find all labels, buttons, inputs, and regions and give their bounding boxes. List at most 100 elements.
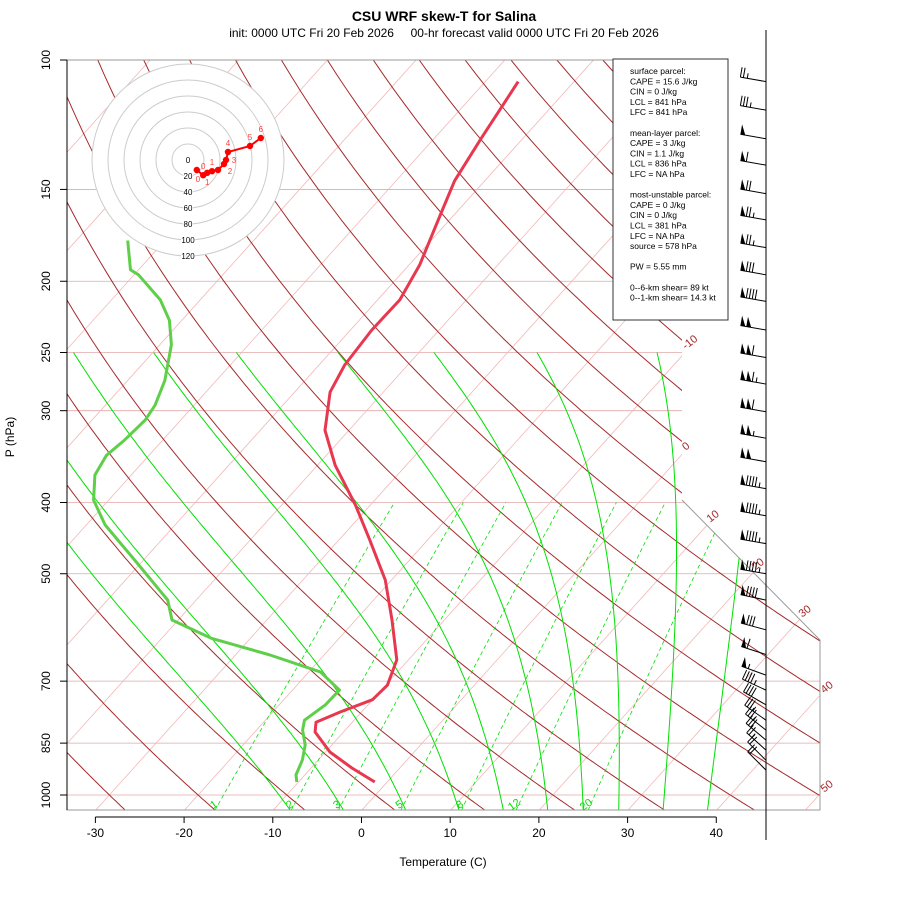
wind-barb-staff <box>743 691 767 706</box>
mixing-ratio-label: 5 <box>394 798 406 811</box>
wind-barb-staff <box>740 568 767 575</box>
wind-barb-half <box>752 240 755 246</box>
wind-barb-half <box>752 706 757 712</box>
wind-barb-staff <box>740 406 767 413</box>
wind-barb-full <box>745 684 752 694</box>
moist-adiabat-line <box>536 352 620 810</box>
wind-barb-half <box>755 377 758 383</box>
wind-barb-flag <box>740 260 746 272</box>
wind-barb <box>740 205 767 221</box>
stats-line: PW = 5.55 mm <box>630 262 686 272</box>
wind-barb-full <box>747 707 755 717</box>
moist-adiabat-line <box>656 352 677 810</box>
hodograph-ring-label: 20 <box>184 172 193 181</box>
wind-barb-full <box>748 530 752 541</box>
hodograph-point <box>222 156 230 164</box>
stats-line: 0--1-km shear= 14.3 kt <box>630 293 716 303</box>
stats-line: LCL = 836 hPa <box>630 159 687 169</box>
hodograph-height-label: 3 <box>232 156 237 165</box>
wind-barb-full <box>745 151 749 162</box>
wind-barb-flag <box>746 424 752 436</box>
hodograph-ring <box>155 127 221 193</box>
wind-barb-full <box>745 502 749 513</box>
y-tick-label: 250 <box>39 342 53 362</box>
wind-barb-staff <box>744 704 767 721</box>
hodograph-height-label: 1 <box>210 158 215 167</box>
wind-barb <box>740 584 767 601</box>
x-tick-label: -20 <box>175 826 193 840</box>
wind-barb-full <box>748 502 752 513</box>
wind-barb-full <box>750 719 758 728</box>
chart-title: CSU WRF skew-T for Salina <box>352 8 537 24</box>
wind-barb-full <box>744 696 751 706</box>
isotherm-label: 10 <box>705 508 722 525</box>
y-tick-label: 300 <box>39 400 53 420</box>
wind-barb <box>741 637 767 656</box>
isotherm-line <box>67 60 594 810</box>
wind-barb-full <box>739 95 743 106</box>
chart-subtitle: init: 0000 UTC Fri 20 Feb 2026 00-hr for… <box>229 26 659 40</box>
dry-adiabat-line <box>97 60 820 810</box>
stats-line: 0--6-km shear= 89 kt <box>630 282 709 292</box>
wind-barb <box>739 95 767 111</box>
wind-barb-half <box>752 430 755 437</box>
wind-barb-full <box>749 736 758 745</box>
wind-barb-half <box>758 567 761 573</box>
wind-barb <box>743 682 767 706</box>
wind-barb-staff <box>746 732 767 751</box>
wind-barb-full <box>754 476 758 487</box>
hodograph-point <box>204 169 211 176</box>
mixing-ratio-label: 2 <box>284 798 296 811</box>
wind-barb-staff <box>740 379 767 385</box>
wind-barb-flag <box>746 370 752 382</box>
wind-barb <box>740 124 767 140</box>
wind-barb-full <box>745 261 749 272</box>
wind-barb-flag <box>740 613 746 625</box>
wind-barb <box>740 287 767 302</box>
isotherm-line <box>67 60 683 810</box>
hodograph-ring <box>123 95 253 225</box>
isotherm-label: 40 <box>819 679 836 696</box>
stats-line: LCL = 381 hPa <box>630 221 687 231</box>
mixing-ratio-line <box>515 502 666 810</box>
wind-barb <box>740 613 767 631</box>
moist-adiabat-line <box>67 352 291 810</box>
wind-barb-half <box>758 537 761 543</box>
wind-barb-flag <box>740 369 746 381</box>
wind-barb-full <box>745 96 749 107</box>
wind-barb-half <box>752 212 755 218</box>
wind-barb-full <box>754 531 758 542</box>
wind-barb-full <box>748 288 752 299</box>
wind-barb-full <box>747 717 756 726</box>
wind-barb-flag <box>746 316 752 328</box>
dry-adiabat-line <box>67 60 756 810</box>
hodograph-height-label: 0 <box>196 175 201 184</box>
hodograph-height-label: 0 <box>201 162 206 171</box>
isotherm-line <box>715 60 820 810</box>
isotherm-line <box>183 60 820 810</box>
x-tick-label: 0 <box>358 826 365 840</box>
wind-barb-full <box>751 616 756 627</box>
y-tick-label: 700 <box>39 671 53 691</box>
stats-line: CAPE = 3 J/kg <box>630 138 686 148</box>
wind-barb-staff <box>740 188 767 195</box>
wind-barb-staff <box>742 678 767 691</box>
stats-line: CIN = 0 J/kg <box>630 87 677 97</box>
stats-box-border <box>612 58 729 321</box>
mixing-ratio-line <box>290 502 464 810</box>
mixing-ratio-label: 1 <box>208 798 220 811</box>
dry-adiabat-line <box>372 60 820 810</box>
hodograph-point <box>208 168 216 175</box>
dry-adiabat-line <box>189 60 820 810</box>
stats-line: LFC = NA hPa <box>630 169 685 179</box>
wind-barb <box>740 529 767 545</box>
wind-barb-full <box>745 705 753 715</box>
wind-barb-flag <box>740 529 746 540</box>
wind-barb-full <box>749 615 753 626</box>
hodograph-height-label: 6 <box>259 125 264 134</box>
hodograph-ring-label: 60 <box>184 204 193 213</box>
wind-barb <box>740 343 767 359</box>
